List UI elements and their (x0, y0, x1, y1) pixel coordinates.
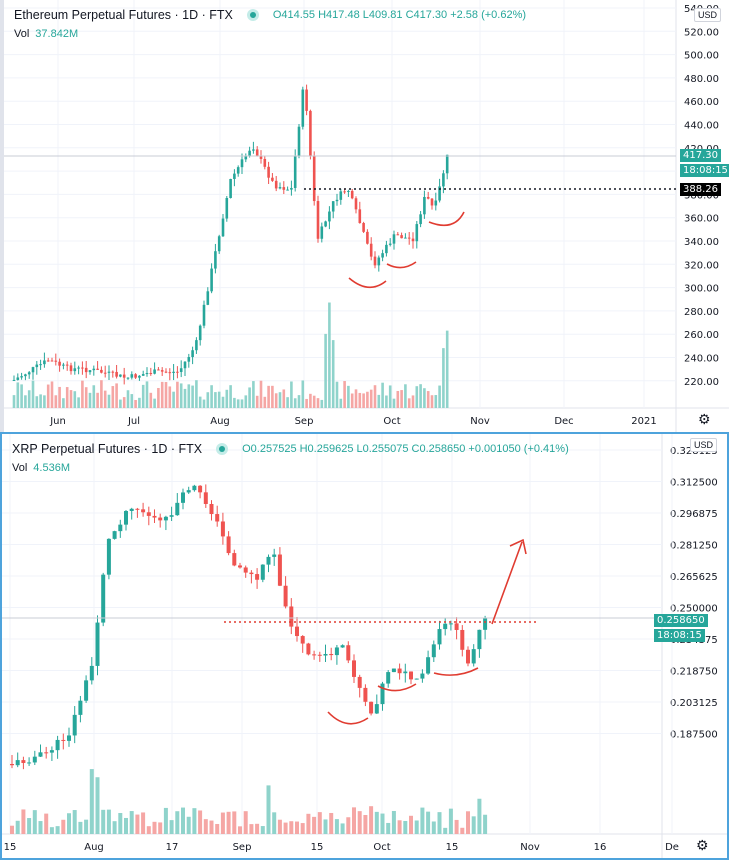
xrp-chart-pane[interactable]: 0.3281250.3125000.2968750.2812500.265625… (0, 432, 729, 860)
svg-text:15: 15 (4, 842, 17, 853)
svg-text:0.187500: 0.187500 (670, 730, 718, 741)
xrp-settings-gear-icon[interactable]: ⚙ (696, 837, 709, 853)
eth-currency-button[interactable]: USD (694, 8, 722, 22)
market-status-icon (246, 9, 259, 21)
svg-text:0.218750: 0.218750 (670, 667, 718, 678)
volume-label: Vol (14, 28, 30, 40)
svg-text:15: 15 (311, 842, 324, 853)
eth-horizontal-line-tag: 388.26 (680, 183, 721, 196)
xrp-symbol-title[interactable]: XRP Perpetual Futures · 1D · FTX (12, 442, 203, 456)
eth-candlestick-chart[interactable]: 540.00520.00500.00480.00460.00440.00420.… (4, 0, 729, 432)
svg-text:Nov: Nov (470, 416, 490, 427)
svg-text:Nov: Nov (520, 842, 540, 853)
svg-text:Aug: Aug (210, 416, 230, 427)
eth-countdown-tag: 18:08:15 (680, 164, 729, 177)
svg-text:0.265625: 0.265625 (670, 572, 718, 583)
svg-text:240.00: 240.00 (684, 354, 719, 365)
svg-text:0.203125: 0.203125 (670, 698, 718, 709)
eth-ohlc-values: O414.55 H417.48 L409.81 C417.30 +2.58 (+… (272, 9, 527, 21)
svg-text:Oct: Oct (373, 842, 390, 853)
svg-text:Oct: Oct (383, 416, 400, 427)
svg-text:15: 15 (446, 842, 459, 853)
xrp-volume-legend: Vol 4.536M (12, 462, 70, 474)
volume-value: 37.842M (35, 28, 79, 40)
xrp-last-price-tag: 0.258650 (654, 614, 708, 627)
svg-text:340.00: 340.00 (684, 237, 719, 248)
svg-text:Dec: Dec (554, 416, 573, 427)
svg-text:0.250000: 0.250000 (670, 604, 718, 615)
svg-text:Jun: Jun (49, 416, 66, 427)
svg-text:480.00: 480.00 (684, 74, 719, 85)
svg-text:280.00: 280.00 (684, 307, 719, 318)
xrp-countdown-tag: 18:08:15 (654, 629, 705, 642)
xrp-candlestick-chart[interactable]: 0.3281250.3125000.2968750.2812500.265625… (2, 434, 727, 858)
eth-legend: Ethereum Perpetual Futures · 1D · FTX O4… (14, 8, 526, 22)
svg-text:440.00: 440.00 (684, 121, 719, 132)
xrp-legend: XRP Perpetual Futures · 1D · FTX O0.2575… (12, 442, 569, 456)
svg-text:Sep: Sep (233, 842, 252, 853)
svg-text:16: 16 (594, 842, 607, 853)
svg-text:260.00: 260.00 (684, 330, 719, 341)
svg-text:320.00: 320.00 (684, 260, 719, 271)
svg-text:Aug: Aug (84, 842, 104, 853)
svg-text:De: De (665, 842, 679, 853)
eth-symbol-title[interactable]: Ethereum Perpetual Futures · 1D · FTX (14, 8, 233, 22)
svg-text:0.312500: 0.312500 (670, 478, 718, 489)
svg-text:0.296875: 0.296875 (670, 509, 718, 520)
svg-text:300.00: 300.00 (684, 284, 719, 295)
svg-text:Sep: Sep (295, 416, 314, 427)
eth-settings-gear-icon[interactable]: ⚙ (698, 411, 711, 427)
volume-value: 4.536M (33, 462, 70, 474)
xrp-currency-button[interactable]: USD (690, 438, 718, 452)
svg-text:0.281250: 0.281250 (670, 541, 718, 552)
market-status-icon (216, 443, 229, 455)
volume-label: Vol (12, 462, 28, 474)
svg-text:2021: 2021 (631, 416, 656, 427)
svg-text:220.00: 220.00 (684, 377, 719, 388)
svg-text:17: 17 (166, 842, 179, 853)
svg-text:460.00: 460.00 (684, 97, 719, 108)
svg-text:520.00: 520.00 (684, 27, 719, 38)
xrp-ohlc-values: O0.257525 H0.259625 L0.255075 C0.258650 … (242, 443, 569, 455)
svg-text:500.00: 500.00 (684, 51, 719, 62)
eth-volume-legend: Vol 37.842M (14, 28, 78, 40)
svg-text:360.00: 360.00 (684, 214, 719, 225)
eth-last-price-tag: 417.30 (680, 149, 721, 162)
eth-chart-pane[interactable]: 540.00520.00500.00480.00460.00440.00420.… (0, 0, 729, 432)
svg-text:Jul: Jul (127, 416, 140, 427)
